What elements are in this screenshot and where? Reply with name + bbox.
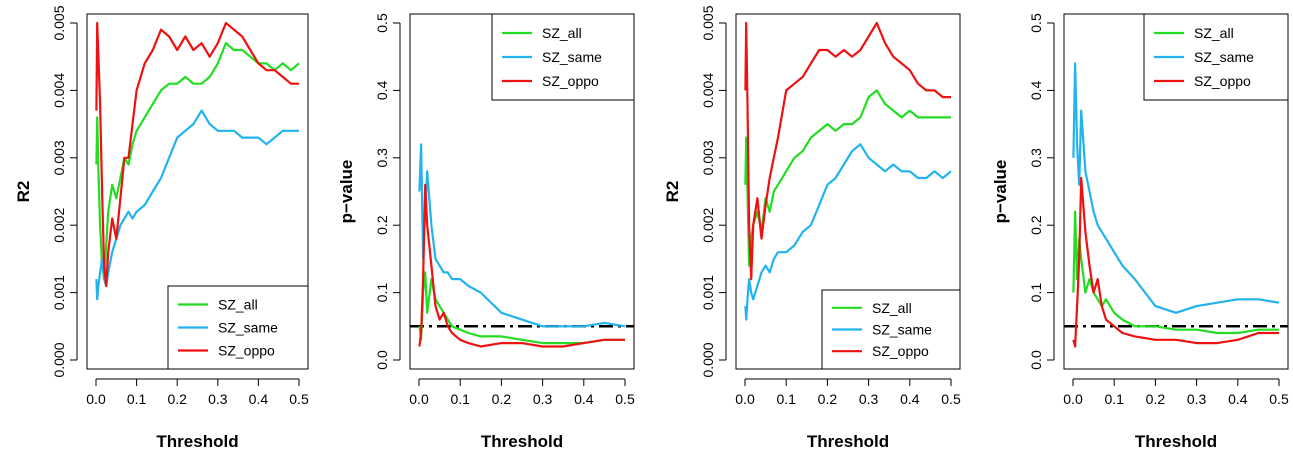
series-group <box>418 143 626 348</box>
x-tick-label: 0.1 <box>450 391 470 407</box>
series-group <box>1072 62 1280 348</box>
x-tick-label: 0.2 <box>1146 391 1166 407</box>
y-tick-label: 0.003 <box>700 140 716 175</box>
x-tick-label: 0.3 <box>1187 391 1207 407</box>
x-tick-label: 0.5 <box>941 391 961 407</box>
chart-panel-1: 0.0 0.1 0.2 0.3 0.4 0.5 Threshold 0.000 0.001 0.0… <box>14 5 309 451</box>
legend: SZ_all SZ_same SZ_oppo <box>491 13 635 101</box>
x-axis-title: Threshold <box>156 432 238 451</box>
x-tick-label: 0.5 <box>615 391 635 407</box>
series-line-sz-oppo <box>744 21 951 281</box>
x-tick-label: 0.4 <box>900 391 920 407</box>
legend-label: SZ_oppo <box>1194 73 1251 89</box>
x-axis-title: Threshold <box>481 432 563 451</box>
y-axis-title: R2 <box>14 181 33 203</box>
y-tick-label: 0.005 <box>700 5 716 40</box>
legend-label: SZ_same <box>218 320 278 336</box>
y-tick-label: 0.005 <box>51 5 67 40</box>
y-tick-label: 0.3 <box>1028 148 1044 168</box>
legend: SZ_all SZ_same SZ_oppo <box>167 285 309 370</box>
y-tick-label: 0.1 <box>1028 283 1044 303</box>
y-tick-label: 0.001 <box>700 275 716 310</box>
chart-panel-4: 0.0 0.1 0.2 0.3 0.4 0.5 Threshold 0.0 0.1 0.2 0.3 0… <box>991 13 1289 451</box>
x-tick-label: 0.1 <box>1104 391 1124 407</box>
legend-label: SZ_same <box>542 49 602 65</box>
legend-label: SZ_same <box>1194 49 1254 65</box>
x-tick-label: 0.0 <box>735 391 755 407</box>
chart-panel-2: 0.0 0.1 0.2 0.3 0.4 0.5 Threshold 0.0 0.1 0.2 0.3 0… <box>337 13 635 451</box>
y-tick-label: 0.003 <box>51 140 67 175</box>
x-tick-label: 0.0 <box>409 391 429 407</box>
series-line-sz-oppo <box>1072 176 1279 348</box>
legend-label: SZ_oppo <box>872 343 929 359</box>
series-line-sz-all <box>95 42 300 281</box>
y-tick-label: 0.0 <box>374 350 390 370</box>
x-tick-label: 0.2 <box>167 391 187 407</box>
x-tick-label: 0.3 <box>208 391 228 407</box>
y-tick-label: 0.5 <box>1028 13 1044 33</box>
y-tick-label: 0.002 <box>51 207 67 242</box>
y-tick-label: 0.2 <box>374 215 390 235</box>
y-tick-label: 0.2 <box>1028 215 1044 235</box>
series-line-sz-same <box>95 109 299 301</box>
y-tick-label: 0.4 <box>374 80 390 100</box>
y-tick-label: 0.004 <box>51 73 67 108</box>
x-tick-label: 0.5 <box>289 391 309 407</box>
y-tick-label: 0.004 <box>700 73 716 108</box>
y-tick-label: 0.4 <box>1028 80 1044 100</box>
x-tick-label: 0.2 <box>492 391 512 407</box>
y-tick-label: 0.0 <box>1028 350 1044 370</box>
series-line-sz-all <box>418 271 625 345</box>
legend-label: SZ_all <box>1194 25 1234 41</box>
series-line-sz-same <box>418 143 626 328</box>
series-line-sz-oppo <box>95 21 299 287</box>
legend-label: SZ_oppo <box>542 73 599 89</box>
x-tick-label: 0.3 <box>533 391 553 407</box>
y-tick-label: 0.000 <box>51 342 67 377</box>
x-tick-label: 0.5 <box>1269 391 1289 407</box>
x-tick-label: 0.2 <box>818 391 838 407</box>
x-axis-title: Threshold <box>807 432 889 451</box>
legend-label: SZ_all <box>872 300 912 316</box>
y-axis-title: p−value <box>337 160 356 224</box>
y-tick-label: 0.002 <box>700 207 716 242</box>
x-tick-label: 0.0 <box>1063 391 1083 407</box>
y-axis-title: R2 <box>663 181 682 203</box>
series-group <box>744 21 952 321</box>
x-tick-label: 0.1 <box>127 391 147 407</box>
x-tick-label: 0.4 <box>249 391 269 407</box>
legend-label: SZ_all <box>218 297 258 313</box>
x-axis-title: Threshold <box>1135 432 1217 451</box>
y-tick-label: 0.001 <box>51 275 67 310</box>
x-tick-label: 0.4 <box>1228 391 1248 407</box>
series-line-sz-same <box>744 143 952 321</box>
chart-panel-3: 0.0 0.1 0.2 0.3 0.4 0.5 Threshold 0.000 0.001 0.0… <box>663 5 961 451</box>
legend: SZ_all SZ_same SZ_oppo <box>1143 13 1289 101</box>
x-tick-label: 0.4 <box>574 391 594 407</box>
legend: SZ_all SZ_same SZ_oppo <box>821 289 961 370</box>
y-tick-label: 0.1 <box>374 283 390 303</box>
y-tick-label: 0.3 <box>374 148 390 168</box>
x-tick-label: 0.1 <box>776 391 796 407</box>
series-line-sz-oppo <box>418 183 625 348</box>
legend-label: SZ_all <box>542 25 582 41</box>
legend-label: SZ_same <box>872 322 932 338</box>
y-tick-label: 0.000 <box>700 342 716 377</box>
series-line-sz-same <box>1072 62 1280 314</box>
legend-label: SZ_oppo <box>218 343 275 359</box>
x-tick-label: 0.3 <box>859 391 879 407</box>
y-tick-label: 0.5 <box>374 13 390 33</box>
x-tick-label: 0.0 <box>86 391 106 407</box>
series-group <box>95 21 300 301</box>
y-axis-title: p−value <box>991 160 1010 224</box>
